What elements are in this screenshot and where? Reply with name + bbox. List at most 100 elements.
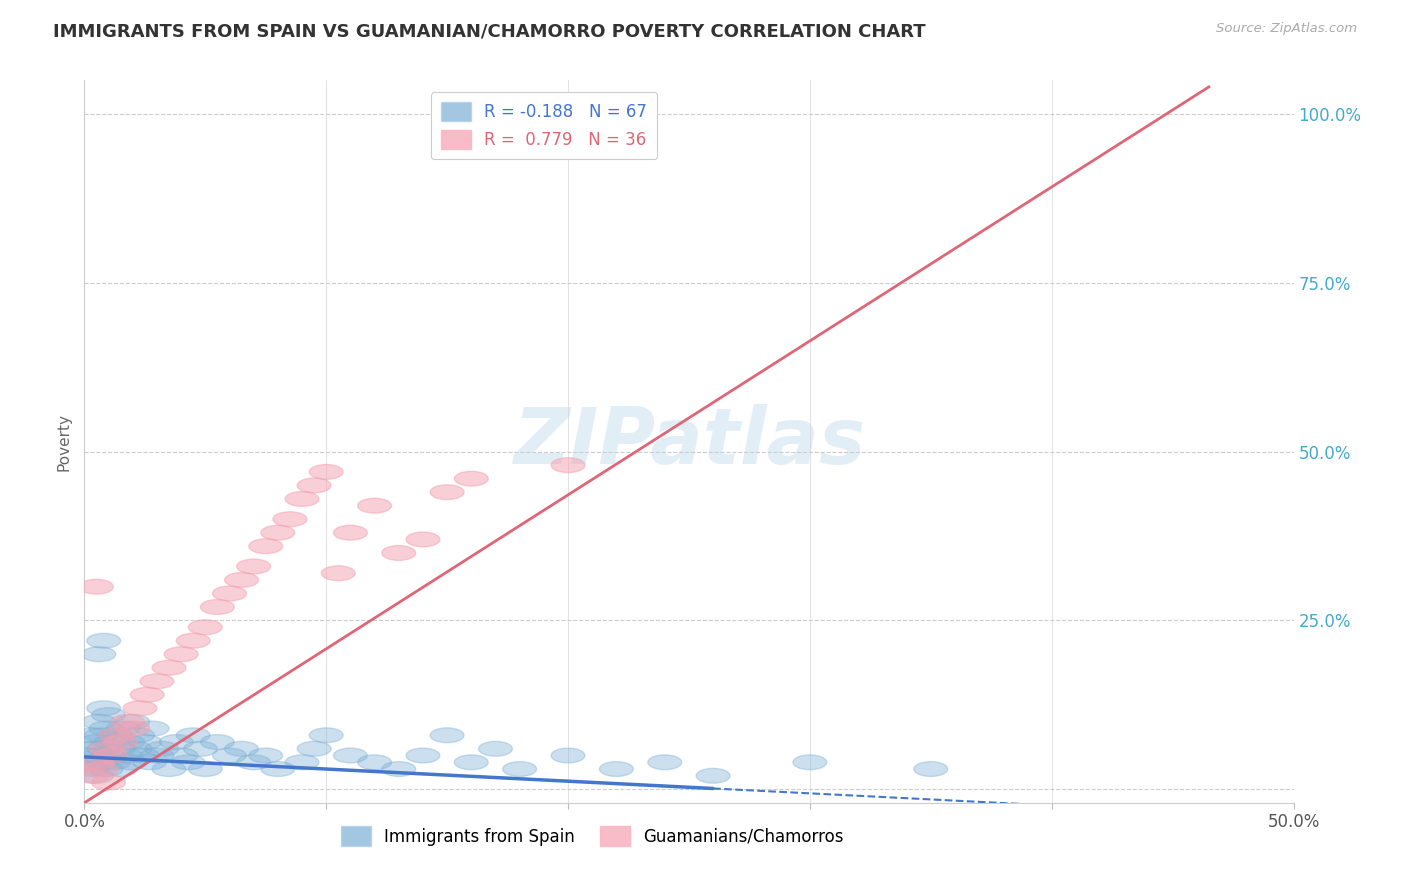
Ellipse shape [72, 748, 105, 763]
Ellipse shape [118, 741, 152, 756]
Y-axis label: Poverty: Poverty [56, 412, 72, 471]
Ellipse shape [333, 525, 367, 541]
Ellipse shape [87, 633, 121, 648]
Ellipse shape [225, 573, 259, 588]
Ellipse shape [201, 735, 235, 749]
Ellipse shape [104, 762, 138, 776]
Ellipse shape [914, 762, 948, 776]
Ellipse shape [382, 762, 416, 776]
Ellipse shape [551, 748, 585, 763]
Ellipse shape [82, 748, 115, 763]
Ellipse shape [357, 755, 391, 770]
Ellipse shape [101, 741, 135, 756]
Ellipse shape [322, 566, 356, 581]
Ellipse shape [77, 741, 111, 756]
Ellipse shape [77, 755, 111, 770]
Ellipse shape [430, 484, 464, 500]
Ellipse shape [165, 647, 198, 662]
Ellipse shape [406, 748, 440, 763]
Ellipse shape [454, 755, 488, 770]
Ellipse shape [104, 735, 138, 749]
Ellipse shape [165, 748, 198, 763]
Ellipse shape [309, 728, 343, 743]
Ellipse shape [249, 748, 283, 763]
Ellipse shape [225, 741, 259, 756]
Ellipse shape [75, 728, 108, 743]
Ellipse shape [188, 620, 222, 635]
Ellipse shape [111, 714, 145, 729]
Ellipse shape [454, 471, 488, 486]
Ellipse shape [503, 762, 537, 776]
Ellipse shape [121, 728, 155, 743]
Ellipse shape [236, 559, 270, 574]
Ellipse shape [135, 721, 169, 736]
Ellipse shape [84, 728, 118, 743]
Ellipse shape [333, 748, 367, 763]
Ellipse shape [128, 735, 162, 749]
Ellipse shape [172, 755, 205, 770]
Ellipse shape [297, 741, 330, 756]
Ellipse shape [84, 762, 118, 776]
Ellipse shape [97, 755, 131, 770]
Ellipse shape [357, 499, 391, 513]
Ellipse shape [176, 633, 209, 648]
Ellipse shape [80, 735, 114, 749]
Ellipse shape [94, 748, 128, 763]
Ellipse shape [80, 579, 114, 594]
Ellipse shape [114, 755, 148, 770]
Ellipse shape [152, 660, 186, 675]
Ellipse shape [125, 748, 159, 763]
Ellipse shape [285, 491, 319, 507]
Ellipse shape [236, 755, 270, 770]
Ellipse shape [285, 755, 319, 770]
Text: ZIPatlas: ZIPatlas [513, 403, 865, 480]
Ellipse shape [309, 465, 343, 479]
Ellipse shape [124, 701, 157, 715]
Ellipse shape [111, 735, 145, 749]
Ellipse shape [131, 688, 165, 702]
Text: Source: ZipAtlas.com: Source: ZipAtlas.com [1216, 22, 1357, 36]
Ellipse shape [98, 728, 132, 743]
Ellipse shape [87, 701, 121, 715]
Ellipse shape [184, 741, 218, 756]
Ellipse shape [115, 714, 149, 729]
Ellipse shape [94, 735, 128, 749]
Text: IMMIGRANTS FROM SPAIN VS GUAMANIAN/CHAMORRO POVERTY CORRELATION CHART: IMMIGRANTS FROM SPAIN VS GUAMANIAN/CHAMO… [53, 22, 927, 40]
Ellipse shape [297, 478, 330, 493]
Ellipse shape [132, 755, 166, 770]
Ellipse shape [91, 748, 125, 763]
Ellipse shape [141, 673, 174, 689]
Ellipse shape [98, 728, 132, 743]
Ellipse shape [406, 532, 440, 547]
Ellipse shape [75, 762, 108, 776]
Ellipse shape [793, 755, 827, 770]
Ellipse shape [382, 546, 416, 560]
Ellipse shape [152, 762, 186, 776]
Ellipse shape [80, 755, 114, 770]
Ellipse shape [648, 755, 682, 770]
Ellipse shape [89, 741, 124, 756]
Ellipse shape [201, 599, 235, 615]
Ellipse shape [141, 748, 174, 763]
Legend: Immigrants from Spain, Guamanians/Chamorros: Immigrants from Spain, Guamanians/Chamor… [335, 820, 851, 852]
Ellipse shape [75, 768, 108, 783]
Ellipse shape [273, 512, 307, 526]
Ellipse shape [159, 735, 193, 749]
Ellipse shape [551, 458, 585, 473]
Ellipse shape [80, 768, 114, 783]
Ellipse shape [91, 775, 125, 790]
Ellipse shape [696, 768, 730, 783]
Ellipse shape [89, 721, 124, 736]
Ellipse shape [91, 707, 125, 723]
Ellipse shape [89, 762, 124, 776]
Ellipse shape [145, 741, 179, 756]
Ellipse shape [262, 525, 295, 541]
Ellipse shape [108, 748, 142, 763]
Ellipse shape [249, 539, 283, 554]
Ellipse shape [599, 762, 633, 776]
Ellipse shape [188, 762, 222, 776]
Ellipse shape [87, 741, 121, 756]
Ellipse shape [115, 721, 149, 736]
Ellipse shape [262, 762, 295, 776]
Ellipse shape [176, 728, 209, 743]
